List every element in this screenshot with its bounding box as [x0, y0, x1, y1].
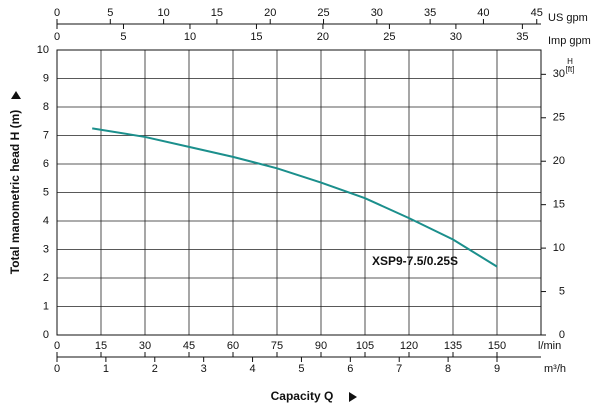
y2-tick-label: 20: [553, 155, 565, 167]
x-tick-label: 20: [317, 31, 329, 43]
y2-tick-label: 25: [553, 112, 565, 124]
x-tick-label: 30: [450, 31, 462, 43]
y-tick-label: 10: [37, 44, 49, 56]
y2-tick-label: 5: [559, 285, 565, 297]
y2-tick-label: 0: [559, 329, 565, 341]
curve-label: XSP9-7.5/0.25S: [372, 254, 458, 268]
y-tick-label: 0: [43, 329, 49, 341]
x-tick-label: 30: [139, 340, 151, 352]
arrow: [349, 392, 357, 402]
curve: [92, 127, 498, 268]
x-tick-label: 8: [445, 363, 451, 375]
x-tick-label: 10: [184, 31, 196, 43]
x-tick-label: 35: [424, 7, 436, 19]
y-tick-label: 2: [43, 272, 49, 284]
y-tick-label: 9: [43, 72, 49, 84]
x-tick-label: 45: [183, 340, 195, 352]
x-tick-label: 35: [516, 31, 528, 43]
y-tick-label: 4: [43, 215, 49, 227]
y-tick-label: 8: [43, 101, 49, 113]
x-tick-label: 9: [494, 363, 500, 375]
x-tick-label: 135: [444, 340, 462, 352]
x-tick-label: 0: [54, 340, 60, 352]
x-tick-label: 20: [264, 7, 276, 19]
y2-axis-label: H: [567, 57, 573, 66]
x-tick-label: 5: [120, 31, 126, 43]
y-tick-label: 7: [43, 129, 49, 141]
x-tick-label: 40: [477, 7, 489, 19]
x-unit: m³/h: [544, 363, 566, 375]
y-tick-label: 5: [43, 186, 49, 198]
arrow: [11, 91, 21, 99]
x-tick-label: 90: [315, 340, 327, 352]
x-tick-label: 45: [531, 7, 543, 19]
y-tick-label: 6: [43, 158, 49, 170]
x-unit: Imp gpm: [548, 35, 591, 47]
x-tick-label: 25: [383, 31, 395, 43]
x-tick-label: 4: [249, 363, 255, 375]
x-tick-label: 0: [54, 31, 60, 43]
y2-tick-label: 15: [553, 199, 565, 211]
x-tick-label: 120: [400, 340, 418, 352]
x-tick-label: 6: [347, 363, 353, 375]
x-tick-label: 0: [54, 363, 60, 375]
x-tick-label: 60: [227, 340, 239, 352]
x-tick-label: 30: [371, 7, 383, 19]
x-tick-label: 105: [356, 340, 374, 352]
x-tick-label: 7: [396, 363, 402, 375]
x-tick-label: 10: [157, 7, 169, 19]
x-tick-label: 75: [271, 340, 283, 352]
x-unit: l/min: [538, 340, 561, 352]
y-axis-label: Total manometric head H (m): [8, 110, 22, 274]
y-tick-label: 1: [43, 300, 49, 312]
x-axis-label: Capacity Q: [271, 389, 334, 403]
y2-tick-label: 30: [553, 68, 565, 80]
x-tick-label: 5: [107, 7, 113, 19]
x-tick-label: 1: [103, 363, 109, 375]
y2-axis-label: [ft]: [566, 65, 575, 74]
x-tick-label: 0: [54, 7, 60, 19]
x-unit: US gpm: [548, 12, 588, 24]
x-tick-label: 150: [488, 340, 506, 352]
y2-tick-label: 10: [553, 242, 565, 254]
x-tick-label: 25: [317, 7, 329, 19]
y-tick-label: 3: [43, 243, 49, 255]
x-tick-label: 3: [201, 363, 207, 375]
plot-border: [56, 49, 542, 336]
x-tick-label: 2: [152, 363, 158, 375]
x-tick-label: 15: [95, 340, 107, 352]
x-tick-label: 15: [250, 31, 262, 43]
x-tick-label: 5: [298, 363, 304, 375]
x-tick-label: 15: [211, 7, 223, 19]
